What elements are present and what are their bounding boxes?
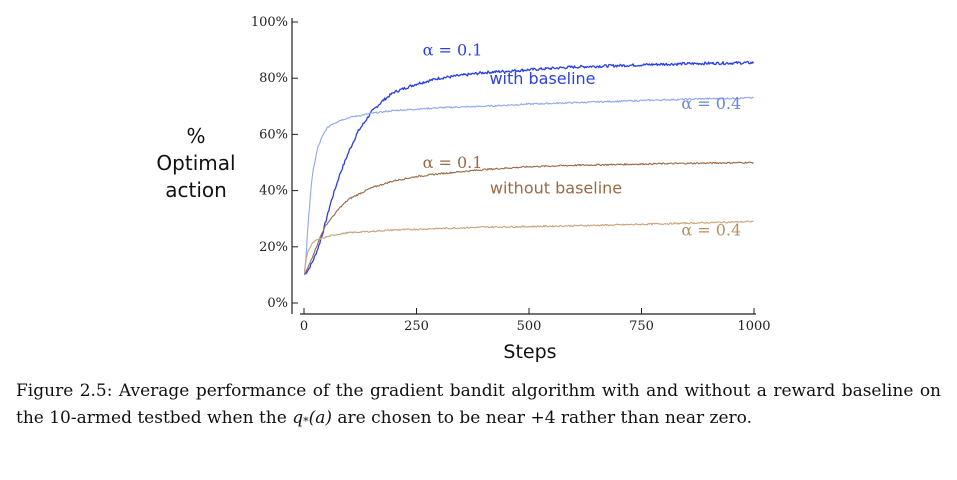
series-annotation: with baseline: [489, 69, 595, 88]
y-tick-label: 100%: [251, 15, 288, 30]
caption-text-after: are chosen to be near +4 rather than nea…: [331, 408, 752, 428]
y-axis-label-line-3: action: [165, 178, 227, 202]
y-tick-label: 80%: [259, 71, 288, 86]
x-tick-label: 0: [300, 319, 308, 334]
x-tick-label: 1000: [737, 319, 770, 334]
series-line-3: [304, 161, 754, 275]
x-tick-label: 500: [517, 319, 542, 334]
series-annotation: α = 0.1: [423, 153, 483, 172]
series-annotation: α = 0.4: [681, 221, 741, 240]
series-line-4: [303, 220, 754, 272]
y-tick-label: 20%: [259, 240, 288, 255]
caption-label: Figure 2.5:: [16, 381, 113, 401]
y-tick-label: 40%: [259, 184, 288, 199]
gradient-bandit-chart: 0% 20% 40% 60% 80% 100% 0 250 500 750 1000 Steps α …: [251, 15, 771, 363]
y-axis-label-line-1: %: [186, 124, 206, 148]
y-tick-label: 0%: [267, 296, 288, 311]
series-line-1: [303, 60, 755, 276]
y-tick-label: 60%: [259, 127, 288, 142]
y-axis-label-line-2: Optimal: [156, 151, 236, 175]
chart-annotations: α = 0.1 with baseline α = 0.4 α = 0.1 withou…: [423, 41, 742, 240]
series-line-2: [303, 96, 754, 276]
chart-axes: 0% 20% 40% 60% 80% 100% 0 250 500 750 1000 Steps: [251, 15, 771, 363]
caption-math-arg: (a): [308, 408, 332, 428]
x-tick-label: 750: [629, 319, 654, 334]
x-axis-label: Steps: [503, 341, 556, 363]
caption-text-before: Average performance of the gradient band…: [16, 381, 942, 428]
chart-series: [303, 60, 755, 276]
series-annotation: α = 0.1: [423, 41, 483, 60]
figure-caption: Figure 2.5: Average performance of the g…: [16, 378, 941, 435]
caption-math-sub: *: [303, 415, 309, 428]
x-tick-label: 250: [404, 319, 429, 334]
series-annotation: without baseline: [490, 178, 622, 197]
series-annotation: α = 0.4: [681, 94, 741, 113]
y-axis-label: % Optimal action: [150, 123, 242, 204]
caption-math-q: q: [292, 408, 304, 428]
